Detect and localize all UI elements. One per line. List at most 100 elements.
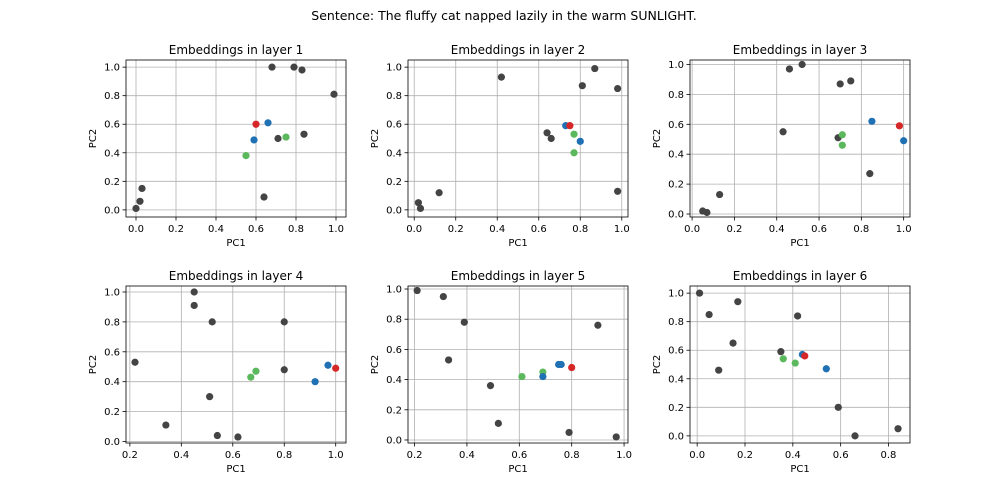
data-point-blue	[539, 372, 547, 381]
data-point-blue	[324, 361, 332, 369]
data-point-gray	[234, 433, 242, 441]
data-point-gray	[695, 289, 704, 297]
x-tick-label: 0.8	[564, 450, 580, 461]
y-tick-label: 0.4	[668, 150, 684, 161]
data-point-blue	[250, 136, 258, 144]
x-tick-label: 0.6	[225, 450, 241, 461]
x-tick-label: 0.4	[459, 450, 475, 461]
subplot-title: Embeddings in layer 2	[451, 43, 585, 57]
x-tick-label: 1.0	[616, 450, 632, 461]
data-point-gray	[565, 428, 573, 437]
x-axis-label: PC1	[790, 238, 809, 249]
y-tick-label: 0.0	[104, 437, 120, 448]
x-axis-label: PC1	[508, 464, 527, 475]
subplot-layer-3: 0.0 0.2 0.4 0.6 0.8 1.0 0.0 0.2 0.4 0.6 0.8 1.0 Embe…	[652, 43, 912, 249]
data-point-gray	[834, 403, 842, 411]
data-point-gray	[131, 358, 139, 366]
x-tick-label: 0.6	[833, 450, 849, 461]
data-point-blue	[264, 119, 272, 127]
data-point-green	[779, 355, 787, 363]
data-point-green	[242, 152, 250, 160]
x-tick-label: 0.2	[726, 224, 742, 235]
data-point-gray	[497, 73, 505, 81]
data-point-gray	[208, 318, 216, 326]
y-tick-label: 1.0	[668, 60, 684, 71]
x-tick-label: 0.0	[406, 224, 422, 235]
x-tick-label: 0.4	[208, 224, 224, 235]
data-point-gray	[413, 286, 421, 295]
y-tick-label: 0.6	[668, 120, 684, 131]
x-tick-label: 1.0	[614, 224, 630, 235]
x-axis-label: PC1	[508, 238, 527, 249]
y-axis-label: PC2	[652, 355, 663, 374]
data-point-red	[801, 352, 809, 360]
y-tick-label: 1.0	[668, 289, 684, 300]
data-point-red	[332, 364, 340, 372]
y-tick-label: 1.0	[104, 63, 120, 74]
y-axis-label: PC2	[88, 129, 99, 148]
data-point-blue	[822, 365, 830, 373]
y-tick-label: 0.2	[668, 180, 684, 191]
subplot-layer-6: 0.0 0.2 0.4 0.6 0.8 0.0 0.2 0.4 0.6 0.8 1.0 Embeddi…	[652, 269, 911, 475]
data-point-gray	[734, 298, 742, 306]
data-point-gray	[614, 187, 622, 195]
subplot-layer-5: 0.2 0.4 0.6 0.8 1.0 0.0 0.2 0.4 0.6 0.8 1.0 Embeddi…	[370, 269, 632, 475]
y-tick-label: 0.6	[104, 120, 120, 131]
data-point-gray	[612, 433, 620, 441]
x-tick-label: 1.0	[896, 224, 912, 235]
data-point-blue	[576, 137, 584, 145]
data-point-gray	[785, 65, 794, 73]
data-point-gray	[543, 129, 551, 137]
data-point-gray	[274, 134, 282, 143]
y-tick-label: 1.0	[386, 63, 402, 74]
data-point-gray	[416, 204, 425, 213]
data-point-gray	[703, 208, 711, 217]
y-tick-label: 0.2	[668, 403, 684, 414]
data-point-gray	[794, 312, 802, 320]
data-point-gray	[547, 134, 555, 143]
y-tick-label: 0.4	[104, 148, 120, 159]
data-point-gray	[280, 366, 288, 374]
y-tick-label: 0.0	[668, 210, 684, 221]
subplot-layer-1: 0.0 0.2 0.4 0.6 0.8 1.0 0.0 0.2 0.4 0.6 0.8 1.0 Embe…	[88, 43, 347, 249]
x-axis-label: PC1	[226, 238, 245, 249]
y-tick-label: 0.6	[386, 345, 402, 356]
x-tick-label: 0.4	[173, 450, 189, 461]
x-axis-label: PC1	[790, 464, 809, 475]
data-point-blue	[868, 117, 876, 125]
y-tick-label: 0.0	[386, 435, 402, 446]
y-tick-label: 0.4	[104, 377, 120, 388]
y-tick-label: 0.2	[386, 177, 402, 188]
data-point-blue	[557, 360, 565, 369]
plot-frame	[407, 59, 629, 218]
data-point-gray	[290, 63, 298, 71]
data-point-gray	[414, 199, 422, 207]
subplot-title: Embeddings in layer 4	[169, 269, 303, 283]
data-point-blue	[900, 137, 908, 145]
plot-frame	[689, 59, 911, 218]
x-tick-label: 0.4	[785, 450, 801, 461]
plot-frame	[689, 285, 911, 444]
data-point-gray	[132, 204, 140, 213]
data-point-green	[570, 130, 578, 138]
data-point-gray	[894, 425, 902, 433]
y-tick-label: 0.2	[386, 405, 402, 416]
x-tick-label: 0.6	[248, 224, 264, 235]
x-tick-label: 0.4	[489, 224, 505, 235]
data-point-gray	[260, 193, 268, 201]
x-tick-label: 0.2	[407, 450, 423, 461]
data-point-gray	[729, 339, 737, 347]
plot-frame	[407, 285, 629, 444]
x-tick-label: 0.2	[122, 450, 138, 461]
data-point-gray	[594, 321, 602, 329]
y-tick-label: 0.2	[104, 177, 120, 188]
data-point-red	[568, 363, 576, 372]
data-point-gray	[847, 77, 855, 85]
data-point-gray	[268, 63, 276, 71]
x-tick-label: 0.8	[572, 224, 588, 235]
y-tick-label: 0.8	[104, 91, 120, 102]
data-point-gray	[300, 130, 308, 138]
x-axis-label: PC1	[226, 464, 245, 475]
y-tick-label: 0.8	[386, 315, 402, 326]
